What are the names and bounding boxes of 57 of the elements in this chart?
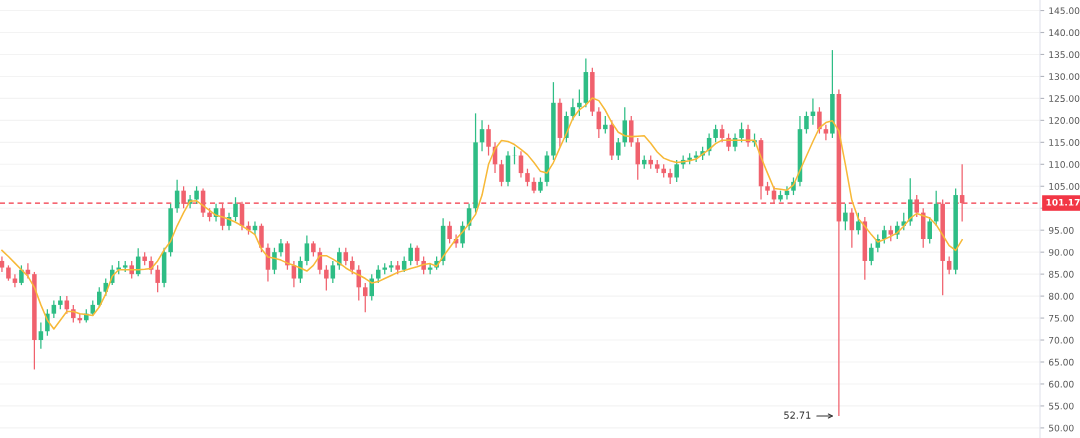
candlestick — [304, 234, 310, 266]
y-tick-label: 105.00 — [1049, 183, 1080, 190]
candlestick — [408, 242, 413, 266]
candlestick — [823, 124, 829, 141]
y-tick-label: 75.00 — [1049, 314, 1074, 322]
y-tick-label: 120.00 — [1049, 117, 1080, 124]
y-tick-label: 65.00 — [1048, 358, 1074, 366]
y-tick-label: 145.00 — [1049, 7, 1080, 15]
candlestick — [330, 260, 336, 284]
candlestick — [914, 194, 919, 218]
candlestick — [38, 321, 44, 350]
candlestick — [447, 220, 452, 245]
candlestick — [869, 242, 874, 266]
y-tick-label: 130.00 — [1049, 73, 1080, 80]
y-tick-label: 135.00 — [1049, 51, 1080, 59]
ref-line-label: 101.17 — [1046, 198, 1080, 206]
candlestick — [486, 124, 491, 157]
candlestick — [635, 137, 641, 181]
y-tick-label: 70.00 — [1049, 336, 1074, 344]
candlestick — [155, 264, 160, 293]
y-tick-label: 90.00 — [1048, 248, 1074, 256]
y-tick-label: 115.00 — [1049, 139, 1080, 146]
line-series — [1, 97, 963, 330]
candlestick — [272, 247, 277, 275]
candlestick — [220, 203, 225, 231]
y-tick-label: 110.00 — [1049, 161, 1080, 168]
candlestick — [674, 159, 679, 183]
y-tick-label: 80.00 — [1048, 292, 1074, 300]
candlestick — [856, 212, 861, 236]
candlestick — [19, 264, 24, 286]
y-tick-label: 85.00 — [1048, 270, 1074, 278]
candlestick — [298, 255, 303, 284]
y-tick-label: 140.00 — [1049, 29, 1080, 37]
annotation: 52.71 — [784, 411, 811, 419]
candlestick — [259, 222, 264, 253]
candlestick — [804, 110, 809, 135]
candlestick — [927, 216, 932, 245]
candlestick — [616, 137, 621, 161]
y-tick-label: 50.00 — [1049, 424, 1074, 432]
candlestick — [629, 115, 634, 148]
candlestick — [843, 203, 848, 231]
candlestick — [362, 282, 368, 313]
candlestick — [499, 159, 504, 187]
candlestick — [577, 88, 582, 117]
y-tick-label: 60.00 — [1048, 380, 1074, 388]
y-tick-label: 125.00 — [1049, 95, 1080, 102]
candlestick — [460, 220, 465, 249]
candlestick — [233, 196, 238, 223]
candlestick — [739, 121, 744, 143]
y-tick-label: 55.00 — [1049, 402, 1074, 410]
y-tick-label: 95.00 — [1048, 226, 1074, 234]
candlestick — [817, 106, 822, 135]
candlestick — [907, 177, 913, 227]
candlestick — [369, 273, 375, 302]
candlestick — [324, 264, 329, 292]
candlestick — [181, 185, 186, 209]
candlestick — [285, 240, 290, 271]
